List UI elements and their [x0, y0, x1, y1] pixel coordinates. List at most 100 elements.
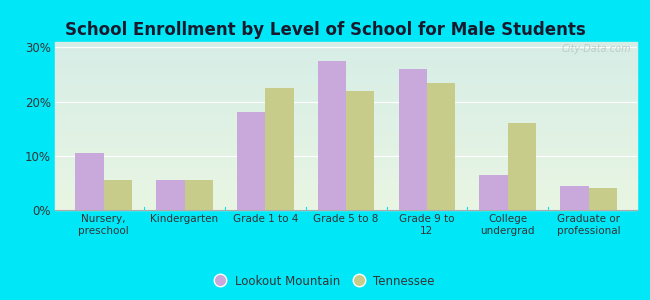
- Bar: [55, 52, 637, 53]
- Bar: [55, 77, 637, 78]
- Bar: [55, 128, 637, 129]
- Bar: [55, 73, 637, 74]
- Bar: [55, 140, 637, 141]
- Bar: [55, 170, 637, 171]
- Bar: [55, 116, 637, 117]
- Bar: [55, 94, 637, 95]
- Bar: [55, 188, 637, 189]
- Bar: [55, 50, 637, 51]
- Bar: [55, 104, 637, 105]
- Bar: [55, 89, 637, 90]
- Bar: [55, 166, 637, 167]
- Bar: [55, 108, 637, 109]
- Bar: [55, 207, 637, 208]
- Bar: [55, 118, 637, 119]
- Bar: [55, 186, 637, 187]
- Bar: [55, 130, 637, 131]
- Bar: [55, 148, 637, 149]
- Bar: [55, 189, 637, 190]
- Bar: [55, 175, 637, 176]
- Bar: [55, 71, 637, 72]
- Bar: [55, 163, 637, 164]
- Bar: [55, 119, 637, 120]
- Bar: [55, 206, 637, 207]
- Bar: [55, 42, 637, 43]
- Bar: [55, 93, 637, 94]
- Bar: [55, 84, 637, 85]
- Bar: [55, 202, 637, 203]
- Bar: [237, 112, 265, 210]
- Bar: [55, 66, 637, 67]
- Bar: [55, 162, 637, 163]
- Bar: [55, 199, 637, 200]
- Bar: [55, 82, 637, 83]
- Bar: [55, 155, 637, 156]
- Bar: [104, 180, 132, 210]
- Bar: [55, 196, 637, 197]
- Bar: [55, 203, 637, 204]
- Bar: [55, 100, 637, 101]
- Bar: [55, 78, 637, 79]
- Bar: [508, 123, 536, 210]
- Bar: [55, 127, 637, 128]
- Bar: [55, 47, 637, 48]
- Bar: [55, 183, 637, 184]
- Bar: [55, 57, 637, 58]
- Bar: [55, 198, 637, 199]
- Bar: [55, 111, 637, 112]
- Bar: [55, 58, 637, 59]
- Bar: [156, 180, 185, 210]
- Bar: [55, 160, 637, 161]
- Bar: [55, 96, 637, 97]
- Bar: [55, 193, 637, 194]
- Bar: [55, 99, 637, 100]
- Bar: [55, 191, 637, 192]
- Bar: [55, 114, 637, 115]
- Bar: [55, 149, 637, 150]
- Legend: Lookout Mountain, Tennessee: Lookout Mountain, Tennessee: [212, 271, 438, 291]
- Bar: [55, 126, 637, 127]
- Bar: [55, 185, 637, 186]
- Bar: [55, 160, 637, 161]
- Bar: [55, 45, 637, 46]
- Text: School Enrollment by Level of School for Male Students: School Enrollment by Level of School for…: [64, 21, 586, 39]
- Bar: [55, 113, 637, 114]
- Bar: [55, 132, 637, 133]
- Bar: [75, 153, 104, 210]
- Bar: [55, 46, 637, 47]
- Bar: [55, 61, 637, 62]
- Bar: [55, 115, 637, 116]
- Bar: [55, 178, 637, 179]
- Bar: [55, 120, 637, 121]
- Bar: [398, 69, 427, 210]
- Bar: [55, 112, 637, 113]
- Bar: [55, 200, 637, 201]
- Bar: [55, 65, 637, 66]
- Bar: [55, 81, 637, 82]
- Bar: [55, 182, 637, 183]
- Bar: [55, 124, 637, 125]
- Bar: [55, 142, 637, 143]
- Bar: [55, 88, 637, 89]
- Bar: [55, 103, 637, 104]
- Bar: [55, 101, 637, 102]
- Bar: [55, 181, 637, 182]
- Bar: [588, 188, 617, 210]
- Bar: [55, 123, 637, 124]
- Bar: [55, 44, 637, 45]
- Bar: [55, 95, 637, 96]
- Bar: [55, 204, 637, 205]
- Bar: [55, 153, 637, 154]
- Bar: [55, 202, 637, 203]
- Bar: [55, 121, 637, 122]
- Bar: [55, 165, 637, 166]
- Bar: [55, 92, 637, 93]
- Bar: [55, 43, 637, 44]
- Bar: [55, 141, 637, 142]
- Bar: [55, 109, 637, 110]
- Bar: [55, 171, 637, 172]
- Bar: [55, 184, 637, 185]
- Bar: [55, 187, 637, 188]
- Bar: [55, 167, 637, 168]
- Bar: [55, 105, 637, 106]
